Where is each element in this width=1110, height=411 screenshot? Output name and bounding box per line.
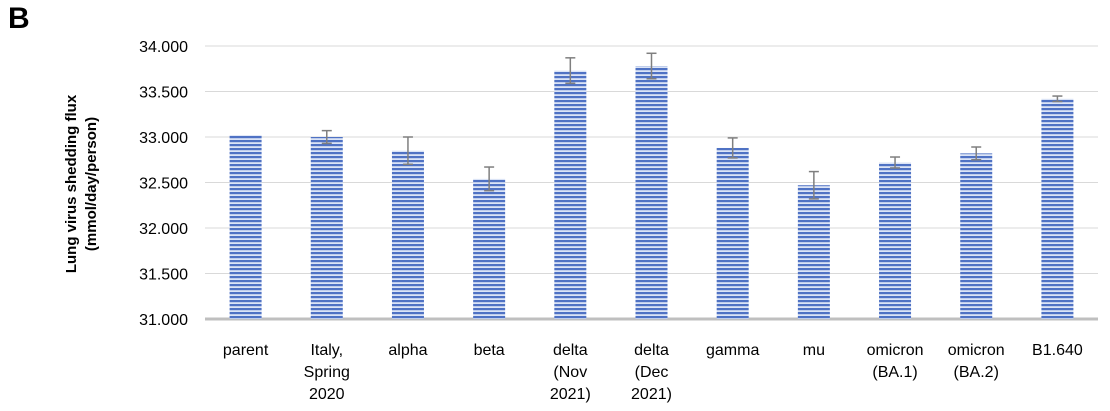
bar [473, 178, 506, 319]
y-tick-label: 34.000 [139, 39, 188, 56]
error-bar [321, 129, 332, 145]
error-bar [1052, 95, 1063, 103]
error-bar [484, 166, 495, 192]
error-bars [321, 52, 1063, 200]
panel-label: B [8, 2, 30, 35]
error-bar [402, 136, 413, 166]
x-tick-label: beta [474, 342, 505, 359]
bar [1041, 98, 1074, 319]
error-bar [646, 52, 657, 80]
x-tick-label: delta (Dec 2021) [631, 342, 672, 403]
bar [310, 137, 343, 319]
y-tick-label: 33.500 [139, 85, 188, 102]
x-tick-label: Italy, Spring 2020 [304, 342, 350, 403]
bar [879, 162, 912, 319]
y-tick-label: 32.500 [139, 176, 188, 193]
bar [716, 147, 749, 319]
x-tick-label: delta (Nov 2021) [550, 342, 591, 403]
bar [797, 185, 830, 319]
x-tick-label: parent [223, 342, 269, 359]
error-bar [890, 156, 901, 169]
x-tick-label: mu [803, 342, 825, 359]
x-tick-label: alpha [388, 342, 427, 359]
x-tick-label: omicron (BA.1) [867, 342, 924, 381]
y-axis-label: Lung virus shedding flux [63, 94, 80, 273]
bars [229, 66, 1074, 320]
y-tick-label: 32.000 [139, 221, 188, 238]
bar [229, 135, 262, 319]
error-bar [971, 146, 982, 161]
x-tick-label: gamma [706, 342, 759, 359]
bar [635, 66, 668, 320]
y-axis-label-units: (mmol/day/person) [83, 117, 100, 251]
y-tick-labels: 31.000 31.500 32.000 32.500 33.000 33.500 34.0… [139, 39, 188, 329]
error-bar [727, 137, 738, 159]
y-tick-label: 33.000 [139, 130, 188, 147]
x-tick-labels: parent Italy, Spring 2020 alpha beta delta (Nov… [223, 342, 1083, 403]
y-tick-label: 31.000 [139, 312, 188, 329]
bar [554, 70, 587, 319]
x-tick-label: B1.640 [1032, 342, 1083, 359]
x-tick-label: omicron (BA.2) [948, 342, 1005, 381]
bar [960, 153, 993, 319]
y-tick-label: 31.500 [139, 267, 188, 284]
bar [391, 150, 424, 319]
error-bar [565, 57, 576, 85]
error-bar [808, 170, 819, 200]
